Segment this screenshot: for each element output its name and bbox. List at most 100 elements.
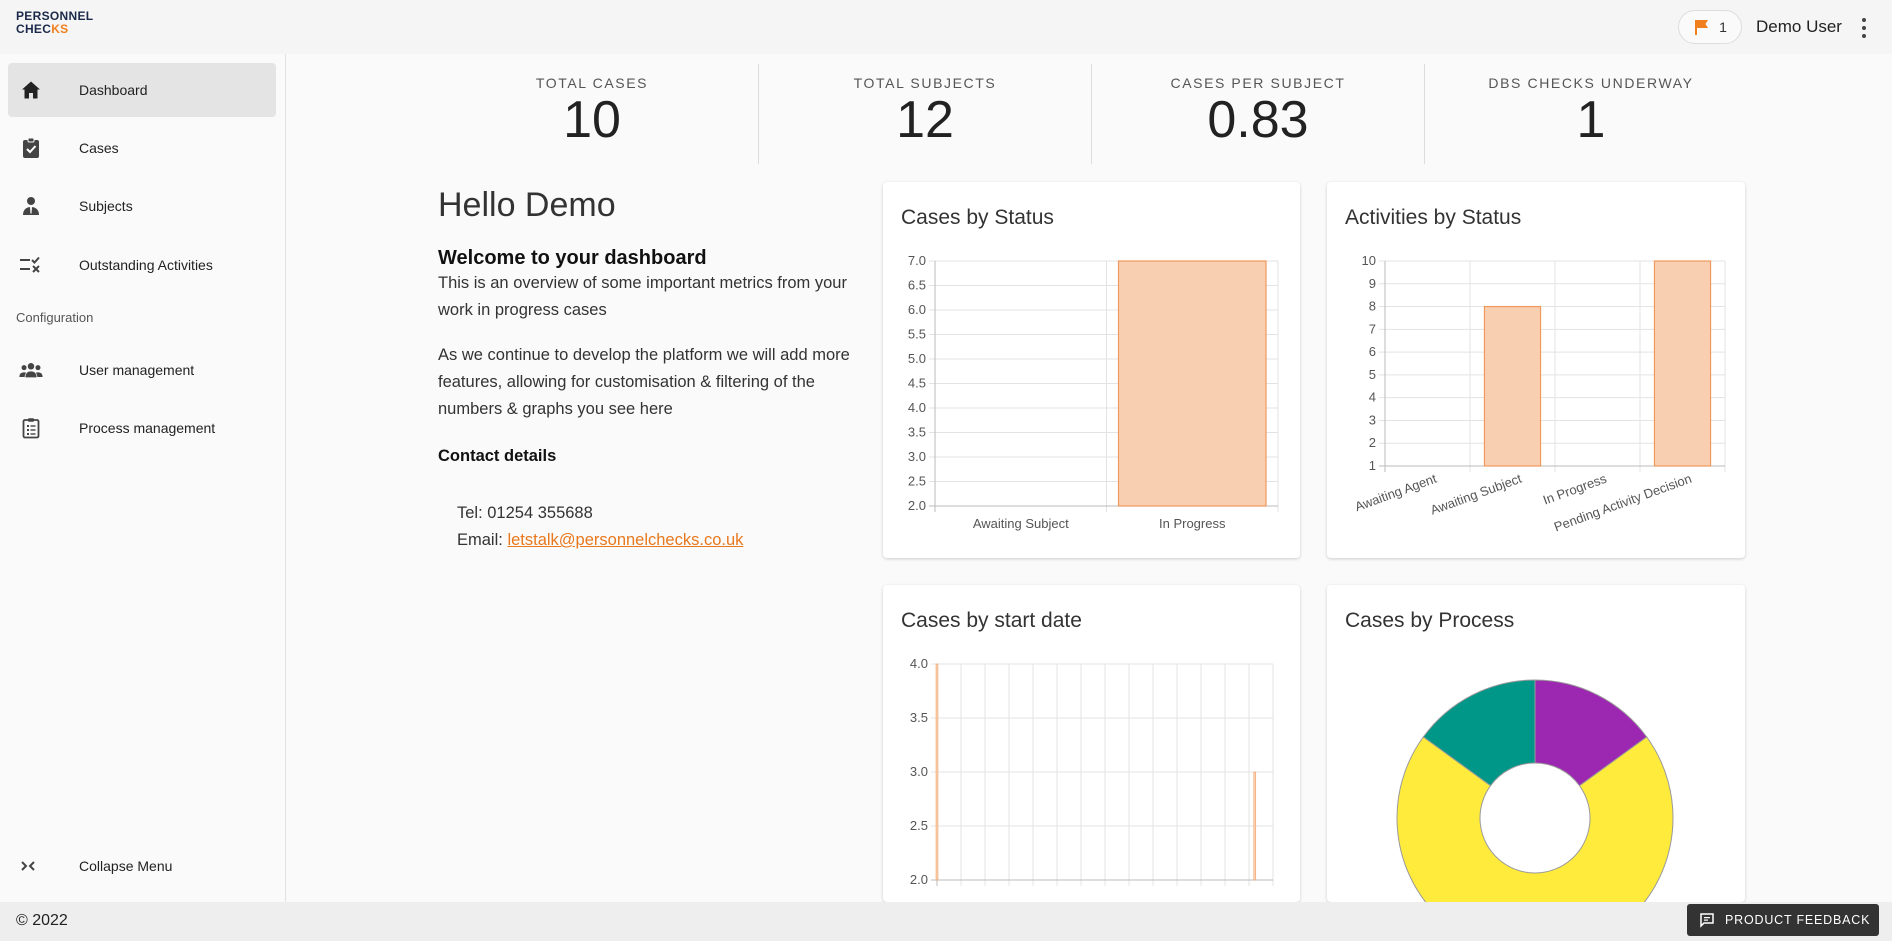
y-tick-label: 5.0	[908, 351, 926, 366]
copyright: © 2022	[16, 912, 68, 929]
sidebar-item-label: Cases	[79, 140, 119, 156]
card-cases-by-process: Cases by Process	[1327, 585, 1745, 902]
y-tick-label: 6	[1369, 344, 1376, 359]
y-tick-label: 9	[1369, 276, 1376, 291]
top-bar: PERSONNEL CHECKS 1 Demo User	[0, 0, 1892, 54]
collapse-icon	[18, 853, 44, 879]
welcome-title: Welcome to your dashboard	[438, 247, 707, 269]
pie-slice	[1396, 736, 1674, 902]
metric-label: TOTAL SUBJECTS	[853, 75, 997, 91]
chart-title: Cases by start date	[901, 609, 1082, 632]
y-tick-label: 7.0	[908, 253, 926, 268]
y-tick-label: 4	[1369, 390, 1376, 405]
more-vert-icon[interactable]	[1860, 18, 1868, 38]
x-tick-label: Awaiting Subject	[1428, 471, 1524, 518]
metric-value: 0.83	[1207, 91, 1309, 149]
contact-title: Contact details	[438, 447, 557, 465]
bar	[1253, 771, 1257, 881]
card-cases-by-start-date: Cases by start date 2.0 2.5 3.0 3.5 4.0	[883, 585, 1300, 902]
sidebar-item-cases[interactable]: Cases	[8, 121, 276, 175]
pie-slice	[1422, 679, 1536, 787]
product-feedback-button[interactable]: PRODUCT FEEDBACK	[1687, 904, 1879, 936]
y-tick-label: 2.5	[908, 474, 926, 489]
y-tick-label: 3.5	[908, 425, 926, 440]
clipboard-list-icon	[18, 415, 44, 441]
home-icon	[18, 77, 44, 103]
y-tick-label: 2.0	[908, 498, 926, 513]
clipboard-check-icon	[18, 135, 44, 161]
card-activities-by-status: Activities by Status 1 2 3 4 5 6 7 8 9 10 Awaiting…	[1327, 182, 1745, 558]
y-tick-label: 7	[1369, 321, 1376, 336]
y-tick-label: 4.5	[908, 376, 926, 391]
logo-line-1: PERSONNEL	[16, 9, 94, 23]
chart-title: Cases by Status	[901, 206, 1054, 229]
footer: © 2022 PRODUCT FEEDBACK	[0, 902, 1892, 941]
user-menu-name[interactable]: Demo User	[1756, 17, 1842, 36]
bar	[1653, 260, 1712, 467]
metric-value: 12	[896, 91, 954, 149]
welcome-paragraph-2: As we continue to develop the platform w…	[438, 346, 850, 418]
y-tick-label: 2.0	[910, 872, 928, 887]
x-tick-label: In Progress	[1159, 516, 1226, 531]
sidebar-item-subjects[interactable]: Subjects	[8, 179, 276, 233]
y-tick-label: 1	[1369, 458, 1376, 473]
y-tick-label: 5	[1369, 367, 1376, 382]
metric-label: TOTAL CASES	[535, 75, 649, 91]
metric-label: DBS CHECKS UNDERWAY	[1488, 75, 1694, 91]
card-cases-by-status: Cases by Status 2.0 2.5 3.0 3.5 4.0 4.5 5.0 5.5…	[883, 182, 1300, 558]
metric-label: CASES PER SUBJECT	[1170, 75, 1346, 91]
checklist-icon	[18, 252, 44, 278]
pie-slice	[1534, 679, 1648, 787]
contact-tel: Tel: 01254 355688	[457, 504, 593, 522]
logo-line-2b: KS	[51, 22, 69, 36]
bar	[935, 663, 939, 881]
section-label-configuration: Configuration	[16, 310, 94, 325]
logo-line-2: CHECKS	[16, 23, 93, 36]
y-tick-label: 3.0	[908, 449, 926, 464]
logo-line-2a: CHEC	[16, 22, 52, 36]
metric-divider	[1424, 64, 1425, 164]
flag-icon	[1695, 20, 1709, 35]
sidebar-item-outstanding-activities[interactable]: Outstanding Activities	[8, 238, 276, 292]
y-tick-label: 3.0	[910, 764, 928, 779]
metric-value: 1	[1576, 91, 1606, 149]
y-tick-label: 10	[1362, 253, 1376, 268]
metric-total-subjects: TOTAL SUBJECTS 12	[760, 64, 1090, 164]
y-tick-label: 3.5	[910, 710, 928, 725]
sidebar-item-process-management[interactable]: Process management	[8, 401, 276, 455]
metric-total-cases: TOTAL CASES 10	[427, 64, 757, 164]
sidebar: Dashboard Cases Subjects Outstanding Act…	[0, 54, 286, 902]
metric-value: 10	[563, 91, 621, 149]
y-tick-label: 5.5	[908, 327, 926, 342]
y-tick-label: 6.5	[908, 278, 926, 293]
sidebar-item-label: Dashboard	[79, 82, 148, 98]
x-tick-label: Awaiting Agent	[1353, 471, 1439, 515]
y-tick-label: 4.0	[908, 400, 926, 415]
person-icon	[18, 193, 44, 219]
chart-cases-by-process	[1396, 679, 1674, 902]
metric-divider	[1091, 64, 1092, 164]
sidebar-item-label: Subjects	[79, 198, 133, 214]
metric-divider	[758, 64, 759, 164]
sidebar-item-label: Outstanding Activities	[79, 257, 213, 273]
sidebar-item-dashboard[interactable]: Dashboard	[8, 63, 276, 117]
y-tick-label: 2.5	[910, 818, 928, 833]
x-tick-label: Pending Activity Decision	[1552, 471, 1694, 535]
chart-title: Activities by Status	[1345, 206, 1522, 229]
people-icon	[18, 357, 44, 383]
collapse-menu-button[interactable]: Collapse Menu	[8, 839, 276, 893]
sidebar-item-user-management[interactable]: User management	[8, 343, 276, 397]
x-tick-label: Awaiting Subject	[973, 516, 1069, 531]
y-tick-label: 4.0	[910, 656, 928, 671]
logo[interactable]: PERSONNEL CHECKS	[16, 10, 93, 36]
email-label: Email:	[457, 531, 508, 549]
y-tick-label: 2	[1369, 435, 1376, 450]
notifications-button[interactable]: 1	[1678, 10, 1742, 44]
sidebar-item-label: Process management	[79, 420, 216, 436]
email-link[interactable]: letstalk@personnelchecks.co.uk	[507, 531, 744, 549]
contact-details: Tel: 01254 355688 Email: letstalk@person…	[457, 500, 858, 554]
y-tick-label: 3	[1369, 412, 1376, 427]
bar	[1483, 305, 1542, 467]
welcome-paragraph-1: This is an overview of some important me…	[438, 274, 847, 319]
